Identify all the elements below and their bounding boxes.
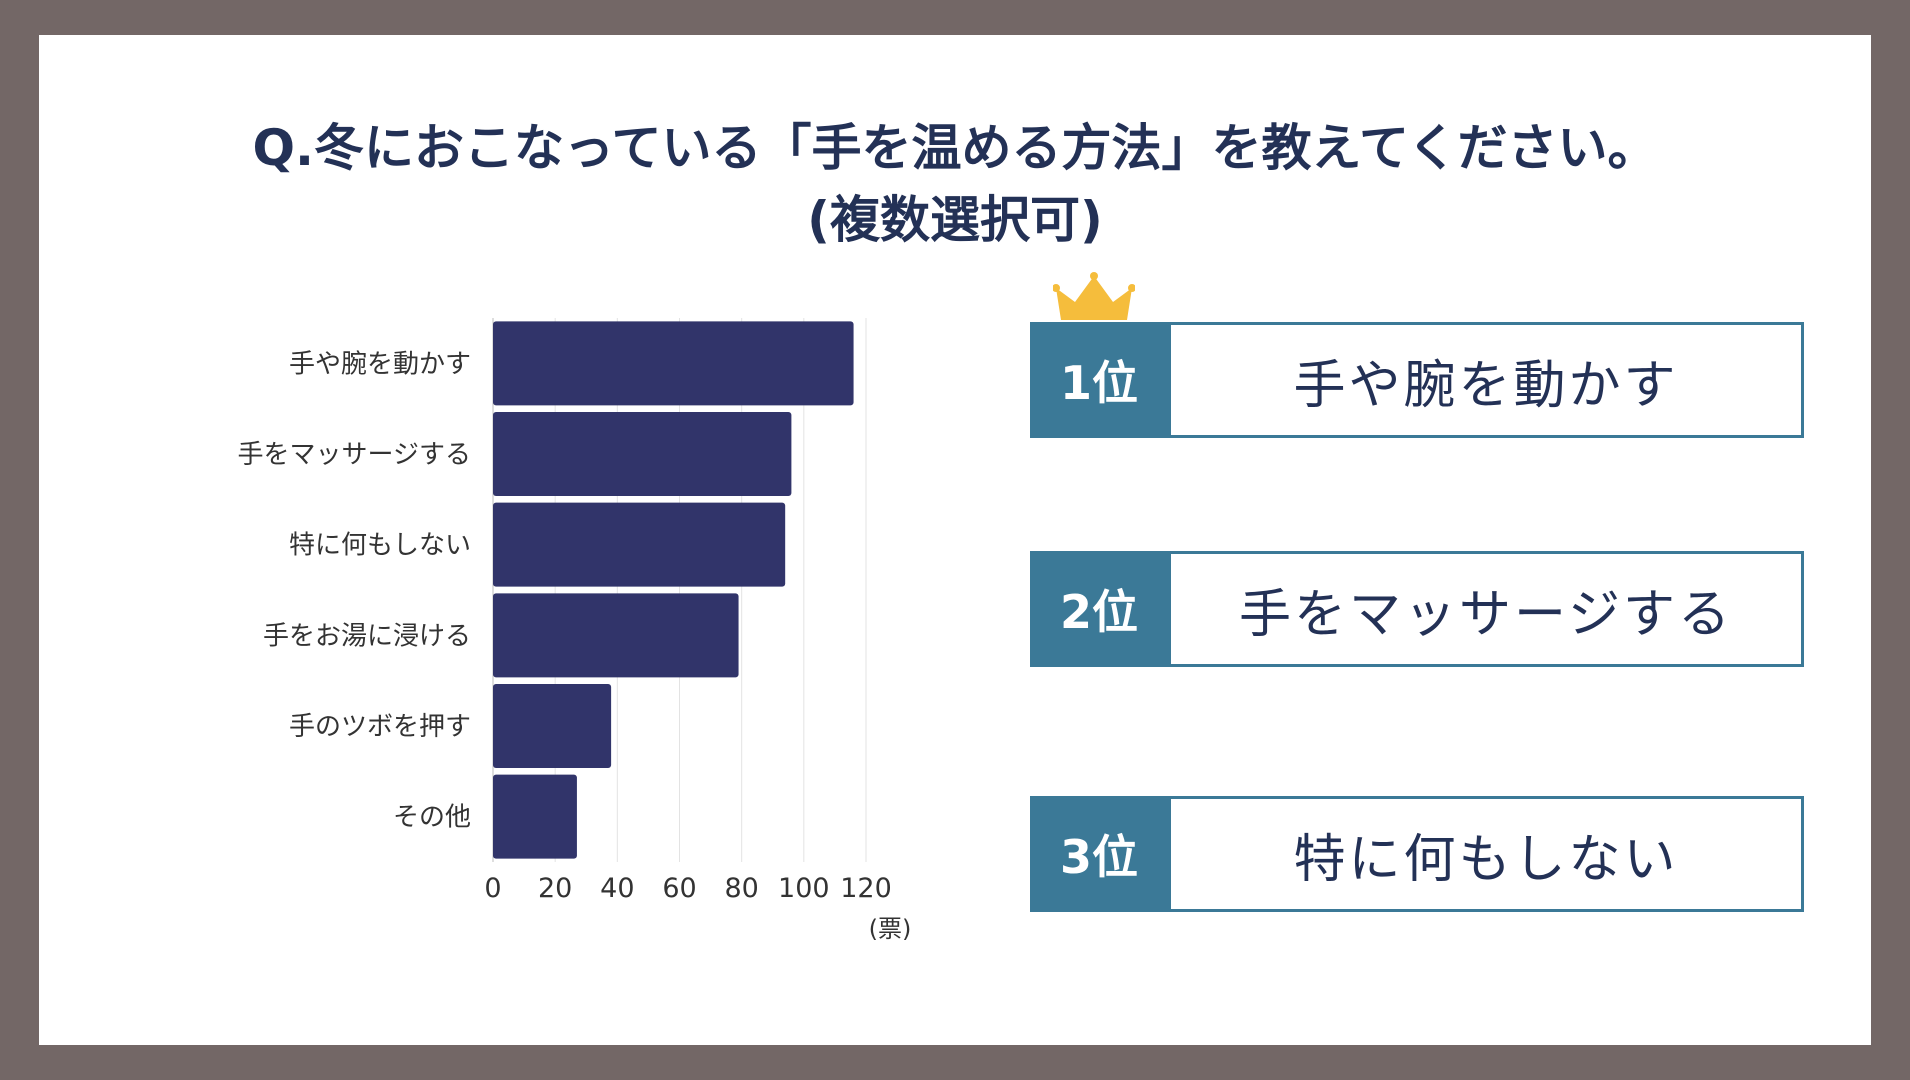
bar (493, 684, 612, 768)
title-line-1: Q.冬におこなっている「手を温める方法」を教えてください。 (252, 119, 1658, 177)
bar (493, 593, 739, 678)
x-tick-label: 100 (778, 873, 830, 904)
x-tick-label: 60 (662, 873, 696, 904)
bar (493, 321, 854, 406)
x-axis-unit-label: (票) (869, 915, 912, 943)
category-label: 特に何もしない (289, 531, 471, 561)
x-tick-label: 80 (724, 873, 758, 904)
category-label: 手や腕を動かす (289, 349, 471, 379)
bar (493, 412, 792, 496)
category-label: 手のツボを押す (289, 712, 471, 742)
bar (493, 502, 786, 587)
category-label: 手をお湯に浸ける (263, 621, 471, 651)
rank-row-1: 1位 手や腕を動かす (1030, 322, 1804, 438)
bar (493, 774, 577, 859)
title-line-2: (複数選択可) (807, 191, 1103, 249)
rank-row-2: 2位 手をマッサージする (1030, 551, 1804, 667)
x-tick-label: 20 (538, 873, 572, 904)
rank-badge-2: 2位 (1030, 551, 1168, 667)
crown-icon (1053, 272, 1135, 320)
category-label: 手をマッサージする (238, 440, 471, 470)
x-tick-label: 120 (840, 873, 892, 904)
rank-row-3: 3位 特に何もしない (1030, 796, 1804, 912)
x-tick-label: 40 (600, 873, 634, 904)
rank-label-1: 手や腕を動かす (1168, 322, 1804, 438)
page-title: Q.冬におこなっている「手を温める方法」を教えてください。 (複数選択可) (0, 112, 1910, 256)
x-tick-label: 0 (484, 873, 501, 904)
rank-label-2: 手をマッサージする (1168, 551, 1804, 667)
category-label: その他 (393, 803, 471, 833)
rank-label-3: 特に何もしない (1168, 796, 1804, 912)
rank-badge-1: 1位 (1030, 322, 1168, 438)
rank-badge-3: 3位 (1030, 796, 1168, 912)
